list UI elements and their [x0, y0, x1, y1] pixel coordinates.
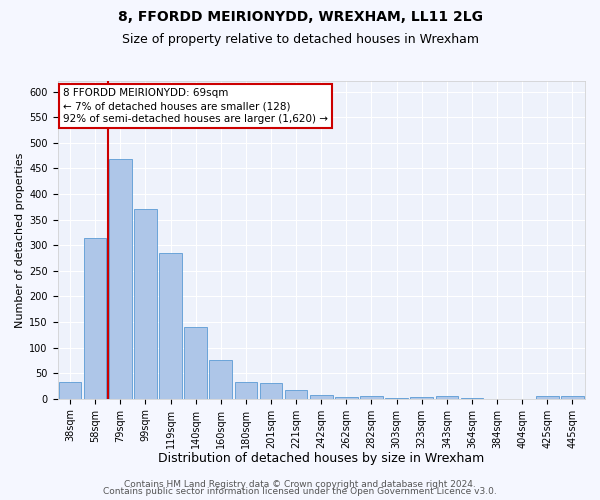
- Y-axis label: Number of detached properties: Number of detached properties: [15, 152, 25, 328]
- Text: 8, FFORDD MEIRIONYDD, WREXHAM, LL11 2LG: 8, FFORDD MEIRIONYDD, WREXHAM, LL11 2LG: [118, 10, 482, 24]
- Bar: [134, 210, 157, 398]
- Bar: [310, 394, 332, 398]
- Text: Contains HM Land Registry data © Crown copyright and database right 2024.: Contains HM Land Registry data © Crown c…: [124, 480, 476, 489]
- Bar: [285, 390, 307, 398]
- Bar: [536, 396, 559, 398]
- Bar: [84, 238, 106, 398]
- Bar: [235, 382, 257, 398]
- Bar: [109, 160, 131, 398]
- Bar: [561, 396, 584, 398]
- Bar: [260, 384, 283, 398]
- Bar: [410, 396, 433, 398]
- Text: Size of property relative to detached houses in Wrexham: Size of property relative to detached ho…: [121, 32, 479, 46]
- X-axis label: Distribution of detached houses by size in Wrexham: Distribution of detached houses by size …: [158, 452, 484, 465]
- Text: 8 FFORDD MEIRIONYDD: 69sqm
← 7% of detached houses are smaller (128)
92% of semi: 8 FFORDD MEIRIONYDD: 69sqm ← 7% of detac…: [63, 88, 328, 124]
- Bar: [209, 360, 232, 399]
- Bar: [360, 396, 383, 398]
- Bar: [184, 326, 207, 398]
- Bar: [335, 396, 358, 398]
- Bar: [59, 382, 82, 398]
- Bar: [436, 396, 458, 398]
- Text: Contains public sector information licensed under the Open Government Licence v3: Contains public sector information licen…: [103, 487, 497, 496]
- Bar: [159, 254, 182, 398]
